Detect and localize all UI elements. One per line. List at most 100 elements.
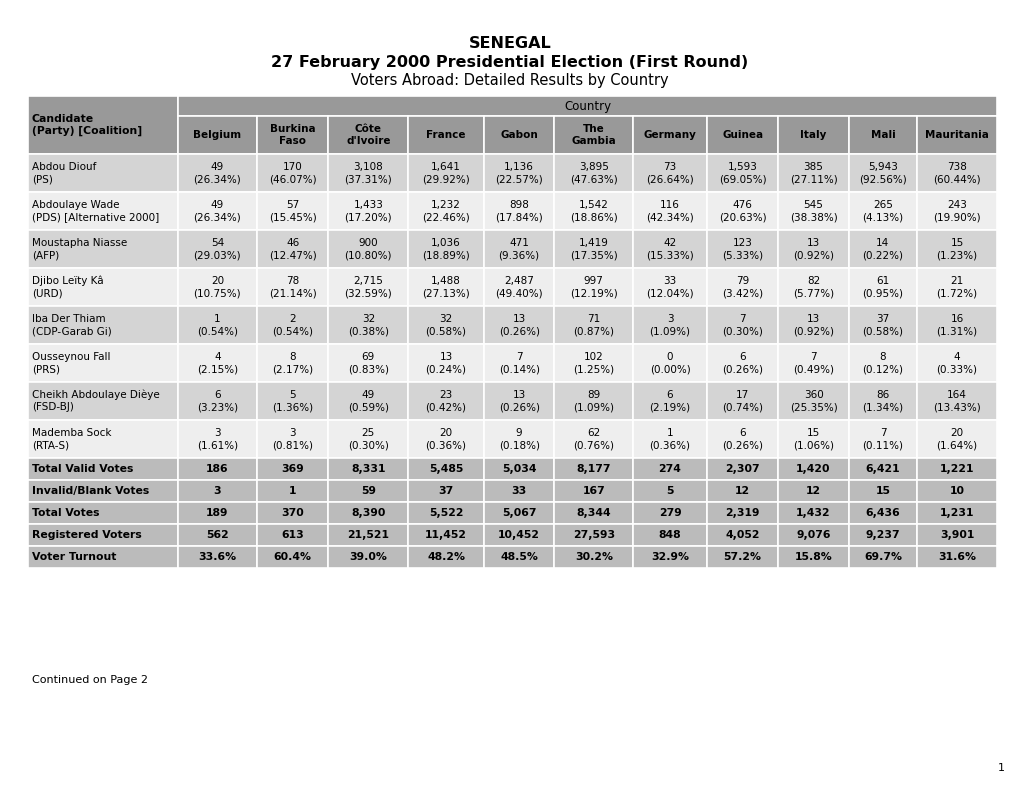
Text: 78: 78 — [285, 276, 299, 286]
Bar — [28, 546, 178, 568]
Text: Guinea: Guinea — [721, 130, 762, 140]
Bar — [483, 116, 554, 154]
Text: 11,452: 11,452 — [425, 530, 467, 540]
Text: 42: 42 — [662, 238, 676, 248]
Text: 12: 12 — [735, 486, 749, 496]
Bar — [408, 546, 483, 568]
Bar — [848, 502, 916, 524]
Text: (3.42%): (3.42%) — [721, 288, 762, 298]
Text: (0.22%): (0.22%) — [862, 250, 903, 260]
Bar — [848, 154, 916, 192]
Text: Burkina: Burkina — [269, 124, 315, 134]
Bar — [28, 502, 178, 524]
Text: (15.33%): (15.33%) — [645, 250, 693, 260]
Text: (26.64%): (26.64%) — [645, 174, 693, 184]
Text: Belgium: Belgium — [194, 130, 242, 140]
Text: (1.09%): (1.09%) — [573, 402, 613, 412]
Text: (0.87%): (0.87%) — [573, 326, 613, 336]
Bar — [848, 382, 916, 420]
Bar — [916, 154, 996, 192]
Bar — [777, 154, 848, 192]
Text: 3,901: 3,901 — [938, 530, 973, 540]
Bar — [408, 524, 483, 546]
Bar — [848, 524, 916, 546]
Text: (1.25%): (1.25%) — [573, 364, 613, 374]
Text: (21.14%): (21.14%) — [268, 288, 316, 298]
Bar — [28, 480, 178, 502]
Text: 5: 5 — [289, 390, 296, 400]
Text: 8: 8 — [878, 352, 886, 362]
Bar — [257, 382, 328, 420]
Bar — [848, 458, 916, 480]
Text: (0.26%): (0.26%) — [721, 364, 762, 374]
Bar — [28, 306, 178, 344]
Text: Italy: Italy — [800, 130, 826, 140]
Text: 369: 369 — [281, 464, 304, 474]
Text: 60.4%: 60.4% — [273, 552, 311, 562]
Bar — [483, 382, 554, 420]
Text: (0.24%): (0.24%) — [425, 364, 466, 374]
Bar — [777, 480, 848, 502]
Text: Ousseynou Fall: Ousseynou Fall — [32, 352, 110, 362]
Text: 2,715: 2,715 — [353, 276, 383, 286]
Text: 1: 1 — [997, 763, 1004, 773]
Bar — [916, 230, 996, 268]
Bar — [178, 268, 257, 306]
Bar — [554, 382, 633, 420]
Text: 7: 7 — [809, 352, 816, 362]
Text: (25.35%): (25.35%) — [789, 402, 837, 412]
Bar — [777, 382, 848, 420]
Text: 116: 116 — [659, 200, 680, 210]
Text: 6: 6 — [214, 390, 220, 400]
Text: 73: 73 — [662, 162, 676, 172]
Text: (URD): (URD) — [32, 288, 62, 298]
Text: 12: 12 — [805, 486, 820, 496]
Bar — [554, 420, 633, 458]
Text: (0.14%): (0.14%) — [498, 364, 539, 374]
Bar — [633, 382, 706, 420]
Bar — [178, 382, 257, 420]
Text: (0.26%): (0.26%) — [721, 440, 762, 450]
Text: 164: 164 — [947, 390, 966, 400]
Text: 13: 13 — [439, 352, 452, 362]
Text: (0.54%): (0.54%) — [272, 326, 313, 336]
Text: 59: 59 — [361, 486, 375, 496]
Text: (0.12%): (0.12%) — [862, 364, 903, 374]
Bar — [777, 344, 848, 382]
Text: 32: 32 — [439, 314, 452, 324]
Bar — [916, 546, 996, 568]
Bar — [777, 116, 848, 154]
Bar — [483, 306, 554, 344]
Text: 189: 189 — [206, 508, 228, 518]
Text: 997: 997 — [583, 276, 603, 286]
Text: (1.31%): (1.31%) — [935, 326, 976, 336]
Text: (18.89%): (18.89%) — [422, 250, 470, 260]
Text: (1.64%): (1.64%) — [935, 440, 976, 450]
Bar — [328, 480, 408, 502]
Bar — [916, 458, 996, 480]
Text: 476: 476 — [732, 200, 752, 210]
Text: (3.23%): (3.23%) — [197, 402, 237, 412]
Text: (1.09%): (1.09%) — [649, 326, 690, 336]
Text: 360: 360 — [803, 390, 822, 400]
Text: (0.36%): (0.36%) — [649, 440, 690, 450]
Bar — [554, 458, 633, 480]
Text: (26.34%): (26.34%) — [194, 212, 242, 222]
Bar — [328, 344, 408, 382]
Text: 49: 49 — [211, 200, 224, 210]
Text: 46: 46 — [285, 238, 299, 248]
Text: Iba Der Thiam: Iba Der Thiam — [32, 314, 106, 324]
Bar — [848, 546, 916, 568]
Bar — [916, 524, 996, 546]
Text: 1,432: 1,432 — [796, 508, 830, 518]
Text: 15: 15 — [806, 428, 819, 438]
Text: (0.36%): (0.36%) — [425, 440, 466, 450]
Text: (42.34%): (42.34%) — [645, 212, 693, 222]
Text: Mauritania: Mauritania — [924, 130, 988, 140]
Text: (0.49%): (0.49%) — [792, 364, 834, 374]
Bar — [916, 116, 996, 154]
Text: (PDS) [Alternative 2000]: (PDS) [Alternative 2000] — [32, 212, 159, 222]
Bar — [554, 546, 633, 568]
Text: (CDP-Garab Gi): (CDP-Garab Gi) — [32, 326, 112, 336]
Text: 102: 102 — [583, 352, 603, 362]
